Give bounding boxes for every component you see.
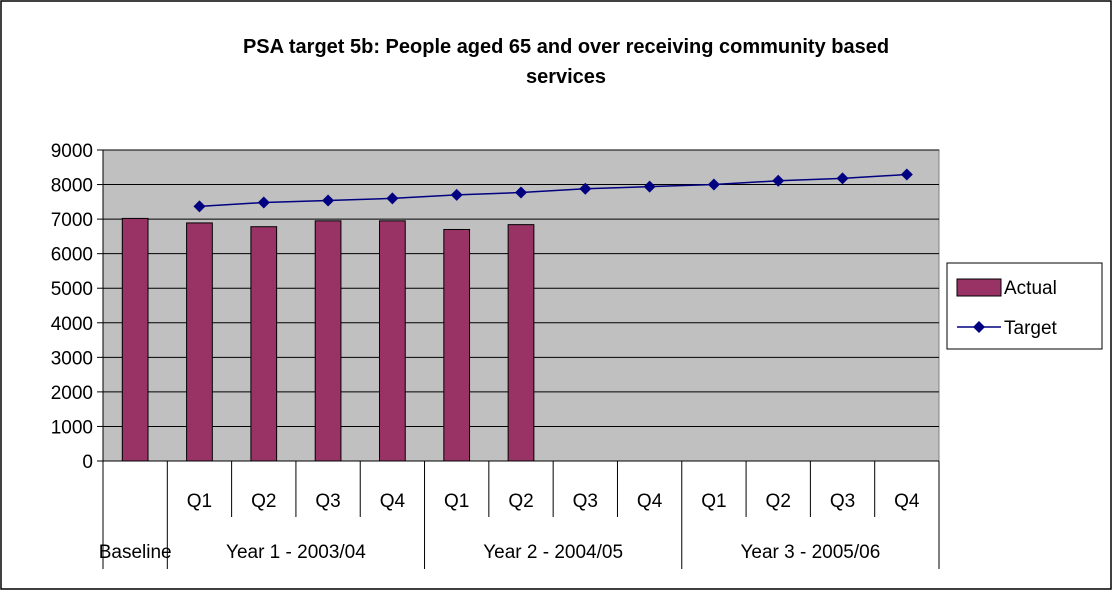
legend-label-actual: Actual xyxy=(1004,278,1057,299)
x-group-label: Baseline xyxy=(99,542,172,563)
legend-label-target: Target xyxy=(1004,318,1058,339)
x-tick-label: Q3 xyxy=(315,491,340,512)
target-line xyxy=(199,173,907,208)
y-tick-label: 2000 xyxy=(51,383,93,404)
x-tick-label: Q1 xyxy=(701,491,726,512)
target-marker xyxy=(515,186,527,199)
target-marker xyxy=(579,182,592,195)
y-tick-label: 8000 xyxy=(51,176,93,197)
target-marker xyxy=(322,194,335,207)
legend-box xyxy=(946,262,1103,350)
y-tick-label: 5000 xyxy=(51,279,93,300)
legend-marker-target xyxy=(973,321,985,333)
bar-actual xyxy=(507,224,535,462)
x-group-label: Year 3 - 2005/06 xyxy=(740,542,880,563)
x-tick-label: Q3 xyxy=(830,491,855,512)
y-tick-label: 6000 xyxy=(51,245,93,266)
bar-actual xyxy=(121,217,149,462)
x-tick-label: Q2 xyxy=(766,491,791,512)
target-marker xyxy=(643,180,656,193)
actual-bars xyxy=(121,217,535,462)
x-axis: Q1 Q2 Q3 Q4 Q1 Q2 Q3 Q4 Q1 Q2 Q3 Q4 Baseline Year 1 -… xyxy=(99,460,940,569)
bar-actual xyxy=(443,228,471,462)
y-tick-label: 7000 xyxy=(51,210,93,231)
bar-actual xyxy=(186,222,213,462)
x-tick-label: Q1 xyxy=(444,491,469,512)
target-marker xyxy=(707,178,720,191)
x-group-label: Year 2 - 2004/05 xyxy=(483,542,623,563)
x-tick-label: Q3 xyxy=(573,491,598,512)
x-tick-label: Q4 xyxy=(894,491,920,512)
target-marker xyxy=(836,172,849,185)
y-tick-label: 0 xyxy=(82,452,93,473)
y-tick-label: 1000 xyxy=(51,417,93,438)
bar-actual xyxy=(379,220,406,462)
x-group-label: Year 1 - 2003/04 xyxy=(226,542,366,563)
target-marker xyxy=(386,192,399,205)
x-tick-label: Q4 xyxy=(637,491,663,512)
bar-actual xyxy=(250,226,278,462)
y-tick-label: 9000 xyxy=(51,141,93,162)
chart-title-line-2: services xyxy=(526,66,606,88)
target-marker xyxy=(257,196,270,209)
legend-swatch-actual xyxy=(956,278,1002,297)
x-tick-label: Q2 xyxy=(251,491,276,512)
target-marker xyxy=(772,174,785,187)
chart-title-line-1: PSA target 5b: People aged 65 and over r… xyxy=(243,36,889,58)
target-marker xyxy=(900,168,913,181)
target-marker xyxy=(193,200,206,213)
x-tick-label: Q2 xyxy=(508,491,533,512)
x-tick-label: Q1 xyxy=(187,491,212,512)
legend: Actual Target xyxy=(946,262,1103,350)
target-series xyxy=(193,168,913,213)
y-axis: 0 1000 2000 3000 4000 5000 6000 7000 8000 9000 xyxy=(51,141,104,473)
y-tick-label: 4000 xyxy=(51,314,93,335)
x-tick-label: Q4 xyxy=(380,491,406,512)
y-tick-label: 3000 xyxy=(51,348,93,369)
bar-actual xyxy=(314,220,342,462)
target-marker xyxy=(450,188,463,201)
